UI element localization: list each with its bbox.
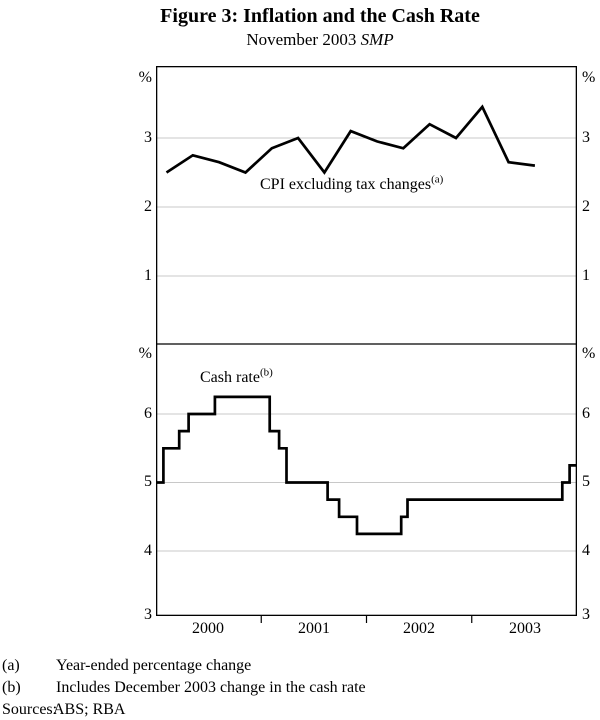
- cpi-series-label-text: CPI excluding tax changes: [260, 176, 432, 193]
- top-right-ytick-2: 2: [582, 198, 590, 215]
- bottom-left-ytick-6: 6: [144, 405, 152, 422]
- bottom-left-ytick-5: 5: [144, 473, 152, 490]
- figure-title: Figure 3: Inflation and the Cash Rate: [160, 5, 480, 27]
- bottom-right-ytick-3: 3: [582, 606, 590, 623]
- bottom-left-ytick-4: 4: [144, 542, 152, 559]
- cpi-series-label: CPI excluding tax changes(a): [260, 173, 444, 194]
- top-left-ytick-3: 3: [144, 129, 152, 146]
- figure-header: Figure 3: Inflation and the Cash Rate No…: [40, 4, 600, 50]
- bottom-right-unit-label: %: [582, 345, 596, 362]
- figure-subtitle: November 2003 SMP: [40, 29, 600, 50]
- bottom-right-ytick-4: 4: [582, 542, 590, 559]
- chart-svg: [155, 65, 578, 623]
- chart-frame-border: [155, 65, 578, 617]
- footnote-a-marker: (a): [2, 657, 20, 674]
- footnote-a-text: Year-ended percentage change: [56, 657, 252, 674]
- cash-rate-series-label-text: Cash rate: [200, 369, 260, 386]
- x-label-2003: 2003: [509, 620, 541, 637]
- footnote-b-text: Includes December 2003 change in the cas…: [56, 679, 366, 696]
- footnote-b-marker: (b): [2, 679, 21, 696]
- top-right-ytick-1: 1: [582, 267, 590, 284]
- sources-text: ABS; RBA: [53, 701, 126, 718]
- x-label-2000: 2000: [192, 620, 224, 637]
- top-right-ytick-3: 3: [582, 129, 590, 146]
- sources-label: Sources:: [2, 701, 58, 718]
- bottom-left-ytick-3: 3: [144, 606, 152, 623]
- top-right-unit-label: %: [582, 69, 596, 86]
- x-label-2001: 2001: [298, 620, 330, 637]
- cpi-line: [165, 104, 536, 175]
- bottom-right-ytick-6: 6: [582, 405, 590, 422]
- top-left-unit-label: %: [138, 69, 152, 86]
- cash-rate-series-label-superscript: (b): [259, 366, 273, 379]
- cash-rate-series-label: Cash rate(b): [200, 366, 273, 387]
- bottom-right-ytick-5: 5: [582, 473, 590, 490]
- cpi-series-label-superscript: (a): [431, 173, 444, 186]
- figure-subtitle-prefix: November 2003: [246, 30, 361, 49]
- top-left-ytick-2: 2: [144, 198, 152, 215]
- figure-subtitle-smp: SMP: [360, 30, 394, 49]
- cash-rate-line: [156, 395, 577, 536]
- x-label-2002: 2002: [403, 620, 435, 637]
- top-left-ytick-1: 1: [144, 267, 152, 284]
- bottom-left-unit-label: %: [138, 345, 152, 362]
